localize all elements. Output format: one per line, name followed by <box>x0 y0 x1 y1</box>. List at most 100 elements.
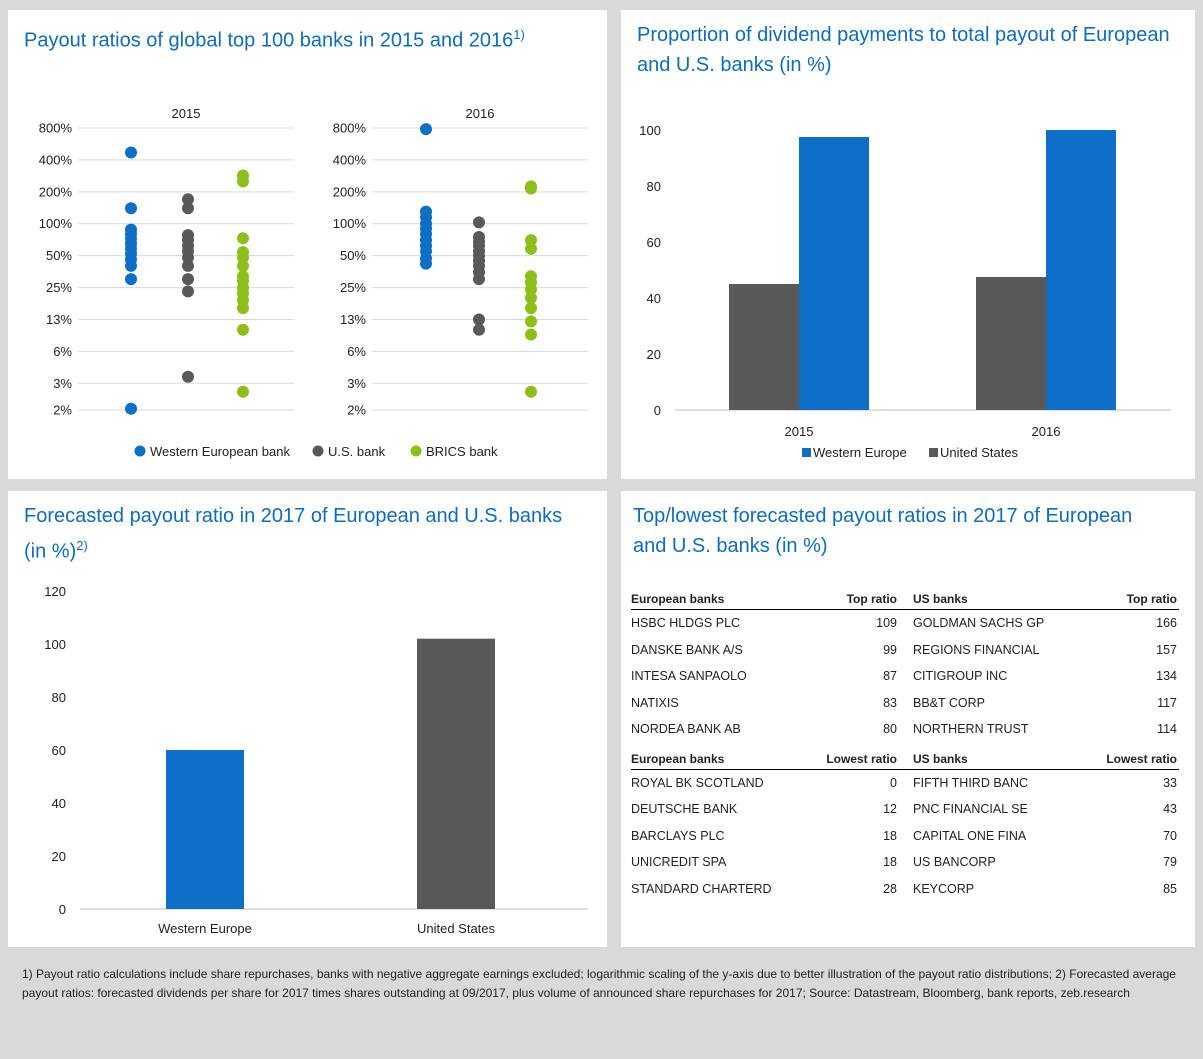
y-tick-label: 40 <box>52 796 66 811</box>
legend-label: Western Europe <box>813 445 907 460</box>
legend-marker-brics-bank <box>410 445 422 457</box>
y-tick-label: 80 <box>647 179 661 194</box>
y-tick-label: 400% <box>39 152 73 167</box>
european-bank-name: BARCLAYS PLC <box>631 828 725 843</box>
footnote: 1) Payout ratio calculations include sha… <box>22 967 1176 1000</box>
scatter-point-western-european-bank <box>125 273 137 286</box>
table-row: UNICREDIT SPA 18 US BANCORP 79 <box>631 849 1179 876</box>
scatter-point-brics-bank <box>237 385 249 398</box>
european-ratio: 80 <box>883 722 897 737</box>
header-lowest-ratio: Lowest ratio <box>817 748 903 770</box>
scatter-point-u-s-bank <box>473 273 485 286</box>
y-tick-label: 100 <box>639 123 661 138</box>
header-european-banks: European banks <box>631 589 817 610</box>
y-tick-label: 25% <box>46 280 72 295</box>
y-tick-label: 50% <box>46 248 72 263</box>
scatter-point-u-s-bank <box>473 216 485 229</box>
table-row: BARCLAYS PLC 18 CAPITAL ONE FINA 70 <box>631 823 1179 850</box>
y-tick-label: 0 <box>654 403 661 418</box>
scatter-panel: Payout ratios of global top 100 banks in… <box>8 10 607 479</box>
ratio-table-title: Top/lowest forecasted payout ratios in 2… <box>633 505 1133 557</box>
scatter-chart-title: Payout ratios of global top 100 banks in… <box>24 27 525 52</box>
scatter-point-brics-bank <box>237 302 249 315</box>
y-tick-label: 40 <box>647 291 661 306</box>
european-ratio: 18 <box>883 855 897 870</box>
y-tick-label: 6% <box>53 344 72 359</box>
us-ratio: 114 <box>1157 722 1177 737</box>
y-tick-label: 120 <box>44 584 66 599</box>
table-row: HSBC HLDGS PLC 109 GOLDMAN SACHS GP 166 <box>631 610 1179 637</box>
table-row: ROYAL BK SCOTLAND 0 FIFTH THIRD BANC 33 <box>631 769 1179 796</box>
scatter-point-u-s-bank <box>182 202 194 215</box>
scatter-point-brics-bank <box>525 182 537 195</box>
scatter-point-brics-bank <box>237 175 249 188</box>
y-tick-label: 2% <box>347 403 366 418</box>
y-tick-label: 100% <box>333 216 367 231</box>
y-tick-label: 25% <box>340 280 366 295</box>
y-tick-label: 400% <box>333 152 367 167</box>
scatter-point-brics-bank <box>525 242 537 255</box>
bar-western-europe-2015 <box>799 137 869 410</box>
x-tick-label: 2015 <box>785 424 814 439</box>
table-row: DANSKE BANK A/S 99 REGIONS FINANCIAL 157 <box>631 637 1179 664</box>
scatter-point-western-european-bank <box>420 123 432 136</box>
scatter-point-brics-bank <box>237 323 249 336</box>
dividend-panel: Proportion of dividend payments to total… <box>621 10 1195 479</box>
scatter-point-western-european-bank <box>125 259 137 272</box>
scatter-point-brics-bank <box>237 251 249 264</box>
table-row: DEUTSCHE BANK 12 PNC FINANCIAL SE 43 <box>631 796 1179 823</box>
scatter-point-brics-bank <box>525 385 537 398</box>
us-bank-name: KEYCORP <box>913 881 975 896</box>
bar-western-europe-2016 <box>1046 130 1116 410</box>
us-bank-name: GOLDMAN SACHS GP <box>913 616 1045 631</box>
x-tick-label: 2016 <box>1032 424 1061 439</box>
european-ratio: 0 <box>890 775 897 790</box>
scatter-point-brics-bank <box>237 259 249 272</box>
scatter-point-u-s-bank <box>182 370 194 383</box>
legend-marker-western-european-bank <box>134 445 146 457</box>
dividend-chart-title: Proportion of dividend payments to total… <box>637 24 1170 76</box>
bar-united-states-2015 <box>729 284 799 410</box>
header-european-banks: European banks <box>631 748 817 770</box>
scatter-point-brics-bank <box>525 283 537 296</box>
scatter-point-brics-bank <box>525 291 537 304</box>
y-tick-label: 20 <box>647 347 661 362</box>
y-tick-label: 13% <box>46 312 72 327</box>
legend-swatch-united-states <box>929 448 938 457</box>
european-ratio: 99 <box>883 642 897 657</box>
european-ratio: 87 <box>883 669 897 684</box>
panel-year-label: 2015 <box>172 106 201 121</box>
legend-label: United States <box>940 445 1019 460</box>
scatter-point-u-s-bank <box>182 193 194 206</box>
us-ratio: 85 <box>1163 881 1177 896</box>
european-bank-name: NATIXIS <box>631 695 679 710</box>
us-bank-name: US BANCORP <box>913 855 996 870</box>
european-ratio: 83 <box>883 695 897 710</box>
scatter-point-brics-bank <box>237 232 249 245</box>
scatter-point-brics-bank <box>525 234 537 247</box>
bar-western-europe <box>166 750 244 909</box>
y-tick-label: 2% <box>53 403 72 418</box>
european-bank-name: NORDEA BANK AB <box>631 722 741 737</box>
legend-label: BRICS bank <box>426 444 498 459</box>
us-bank-name: PNC FINANCIAL SE <box>913 802 1028 817</box>
table-row: INTESA SANPAOLO 87 CITIGROUP INC 134 <box>631 663 1179 690</box>
us-bank-name: REGIONS FINANCIAL <box>913 642 1040 657</box>
y-tick-label: 800% <box>333 121 367 136</box>
y-tick-label: 6% <box>347 344 366 359</box>
scatter-point-u-s-bank <box>182 251 194 264</box>
european-bank-name: HSBC HLDGS PLC <box>631 616 741 631</box>
bar-united-states-2016 <box>976 277 1046 410</box>
forecast-chart-title: Forecasted payout ratio in 2017 of Europ… <box>24 505 563 563</box>
forecast-panel: Forecasted payout ratio in 2017 of Europ… <box>8 491 607 947</box>
scatter-point-u-s-bank <box>182 259 194 272</box>
y-tick-label: 100 <box>44 637 66 652</box>
y-tick-label: 200% <box>39 184 73 199</box>
us-bank-name: NORTHERN TRUST <box>913 722 1029 737</box>
scatter-point-u-s-bank <box>473 323 485 336</box>
us-ratio: 166 <box>1156 616 1177 631</box>
us-ratio: 70 <box>1163 828 1177 843</box>
y-tick-label: 13% <box>340 312 366 327</box>
european-ratio: 12 <box>883 802 897 817</box>
low-header-row: European banks Lowest ratio US banks Low… <box>631 748 1179 770</box>
